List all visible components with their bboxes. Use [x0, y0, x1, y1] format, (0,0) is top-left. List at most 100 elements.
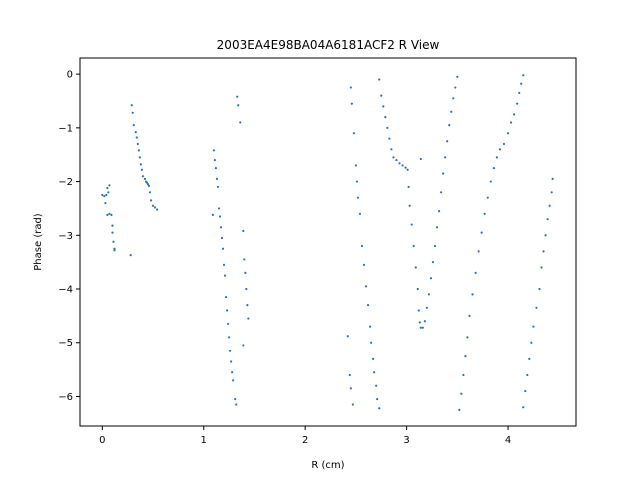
data-point [532, 325, 535, 328]
data-point [410, 223, 413, 226]
data-point [448, 124, 451, 127]
data-point [414, 266, 417, 269]
data-point [471, 293, 474, 296]
data-point [129, 254, 132, 257]
y-tick-label: 0 [67, 70, 73, 81]
data-point [113, 247, 116, 250]
data-point [346, 335, 349, 338]
data-point [113, 249, 116, 252]
data-point [376, 398, 379, 401]
x-tick-label: 2 [302, 435, 308, 446]
data-point [354, 164, 357, 167]
data-point [522, 406, 525, 409]
data-point [217, 207, 221, 210]
data-point [366, 304, 370, 307]
data-point [244, 271, 247, 274]
data-point [111, 224, 114, 227]
data-point [550, 191, 553, 194]
y-tick-label: −5 [58, 338, 73, 349]
data-point [418, 321, 421, 324]
y-tick-label: −3 [58, 231, 73, 242]
data-point [220, 236, 224, 240]
data-point [423, 320, 426, 323]
data-point [486, 196, 489, 199]
data-point [237, 104, 240, 107]
data-point [538, 287, 541, 291]
data-point [226, 322, 230, 326]
data-point [464, 355, 467, 358]
data-point [368, 325, 372, 328]
data-point [546, 218, 549, 221]
data-point [108, 184, 111, 187]
data-point [425, 306, 428, 309]
data-point [480, 231, 483, 234]
data-point [542, 250, 545, 253]
data-point [235, 403, 238, 406]
data-point [243, 258, 246, 261]
data-point [412, 244, 415, 248]
data-point [143, 177, 147, 180]
data-point [540, 266, 543, 269]
data-point [230, 360, 233, 363]
x-axis-label: R (cm) [311, 460, 344, 471]
data-point [236, 95, 239, 98]
data-point [495, 156, 498, 159]
data-point [107, 191, 110, 194]
data-point [450, 110, 453, 113]
data-point [213, 158, 217, 162]
data-point [212, 149, 215, 152]
data-point [406, 168, 409, 171]
data-point [218, 215, 222, 218]
data-point [106, 186, 109, 190]
data-point [242, 344, 245, 347]
plot-frame [79, 57, 577, 427]
data-point [153, 206, 157, 209]
data-point [223, 274, 227, 277]
data-point [522, 74, 525, 77]
data-point [146, 183, 150, 186]
data-point [242, 229, 245, 233]
data-point [498, 148, 502, 151]
data-point [234, 398, 237, 401]
data-point [375, 384, 378, 387]
data-point [421, 326, 424, 329]
data-point [442, 172, 445, 175]
data-point [225, 309, 229, 312]
data-point [408, 204, 411, 207]
data-point [245, 287, 248, 291]
data-point [509, 121, 513, 124]
data-point [513, 113, 516, 116]
data-point [373, 371, 376, 374]
data-point [429, 277, 433, 280]
data-point [111, 231, 114, 234]
data-point [112, 240, 115, 243]
data-point [362, 263, 366, 266]
axis-ticks: 0 1 2 3 4 0 −1 −2 −3 −4 −5 −6 [58, 70, 511, 446]
data-point [492, 167, 495, 170]
data-point [417, 309, 420, 312]
data-point [103, 194, 106, 198]
x-tick-label: 3 [403, 435, 409, 446]
data-point [435, 226, 439, 229]
data-point [221, 247, 225, 250]
data-point [458, 408, 461, 411]
data-point [130, 104, 133, 107]
data-point [506, 132, 510, 135]
data-point [136, 142, 139, 146]
data-point [404, 166, 407, 169]
data-point [364, 285, 368, 288]
data-point [524, 389, 527, 393]
data-point [228, 336, 231, 339]
scatter-points [101, 74, 554, 411]
data-point [530, 341, 533, 344]
data-point [349, 387, 352, 390]
data-point [108, 212, 111, 215]
data-point [502, 142, 506, 146]
data-point [239, 121, 242, 124]
data-point [139, 163, 142, 166]
data-point [460, 392, 463, 395]
data-point [145, 181, 149, 184]
data-point [466, 336, 469, 339]
data-point [229, 349, 232, 352]
